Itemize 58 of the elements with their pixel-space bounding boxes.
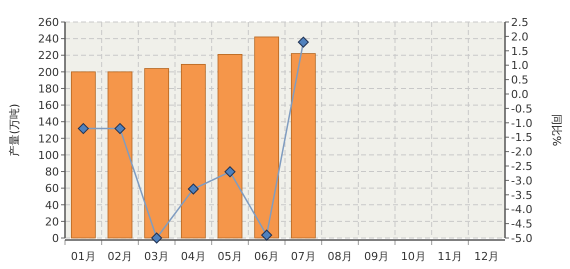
point (188, 184, 199, 195)
x-tick-label: 08月 (328, 250, 352, 263)
x-tick-label: 02月 (108, 250, 132, 263)
bar (144, 68, 170, 238)
y-tick-label: 200 (38, 66, 59, 79)
y-tick-label: 120 (38, 132, 59, 146)
y2-tick-label: -1.0 (511, 116, 532, 130)
x-tick-label: 09月 (364, 250, 390, 263)
bar (290, 53, 316, 238)
y2-tick-label: -4.5 (511, 218, 532, 231)
y2-tick-label: 1.5 (511, 44, 528, 58)
y-tick-label: 100 (38, 148, 59, 162)
y-tick-label: 260 (38, 16, 59, 29)
x-tick-label: 01月 (70, 250, 96, 263)
y2-tick-label: 2.0 (511, 30, 528, 44)
point (224, 166, 236, 178)
y-tick-label: 240 (38, 32, 59, 46)
bar (180, 64, 206, 238)
y2-tick-label: -1.5 (511, 131, 532, 144)
x-tick-label: 10月 (400, 250, 426, 263)
point (261, 230, 272, 241)
x-tick-label: 06月 (254, 250, 280, 263)
y2-tick-label: -5.0 (511, 232, 532, 245)
y-tick-label: 220 (38, 49, 59, 62)
point (298, 36, 309, 48)
y-axis-title: 产量(万吨) (8, 104, 21, 156)
bar (254, 36, 280, 238)
bar (218, 54, 242, 238)
y-tick-label: 80 (45, 166, 59, 179)
y-tick-label: 180 (38, 82, 59, 96)
y2-tick-label: -0.5 (511, 102, 532, 116)
y2-tick-label: -3.5 (511, 188, 532, 202)
y2-tick-label: -3.0 (511, 174, 532, 188)
y2-tick-label: -2.5 (511, 160, 532, 173)
y-tick-label: 40 (45, 198, 59, 212)
x-tick-label: 12月 (474, 250, 500, 263)
y2-tick-label: 2.5 (511, 16, 528, 29)
y-tick-label: 0 (52, 232, 59, 245)
point (78, 123, 89, 134)
y2-tick-label: 0.5 (511, 74, 528, 87)
y-tick-label: 20 (45, 215, 59, 228)
y2-tick-label: -4.0 (511, 203, 532, 216)
x-tick-label: 11月 (438, 250, 462, 263)
y2-tick-label: 0.0 (511, 88, 528, 101)
x-tick-label: 04月 (180, 250, 206, 263)
y-tick-label: 140 (38, 116, 59, 129)
point (151, 232, 162, 244)
x-tick-label: 07月 (290, 250, 316, 263)
point (114, 123, 126, 134)
y2-axis-title: 同比% (550, 114, 563, 146)
y2-tick-label: 1.0 (511, 59, 528, 72)
x-tick-label: 03月 (144, 250, 170, 263)
bar (108, 71, 132, 238)
y-tick-label: 160 (38, 99, 59, 112)
x-tick-label: 05月 (218, 250, 242, 263)
y-tick-label: 60 (45, 182, 59, 196)
y2-tick-label: -2.0 (511, 146, 532, 159)
bar (70, 71, 96, 238)
